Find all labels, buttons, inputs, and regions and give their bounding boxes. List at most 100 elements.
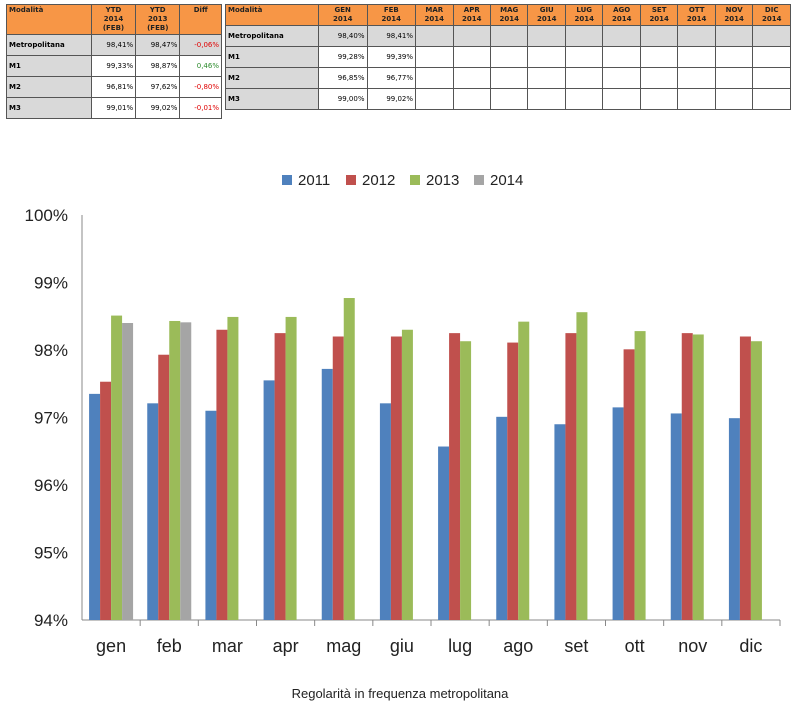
table-cell: 97,62%: [135, 76, 181, 98]
bar-2011-feb: [147, 403, 159, 620]
row-label: M3: [6, 97, 92, 119]
table-cell: 98,41%: [366, 25, 417, 47]
diff-cell: -0,80%: [179, 76, 222, 98]
table-cell: [415, 67, 454, 89]
table-cell: [752, 67, 791, 89]
table-cell: [564, 46, 604, 68]
table-cell: [639, 88, 679, 110]
legend-swatch-2013: [410, 175, 420, 185]
table-header-cell: AGO 2014: [602, 4, 641, 26]
bar-2013-set: [576, 312, 588, 620]
table-cell: 96,81%: [90, 76, 137, 98]
table-cell: [452, 88, 492, 110]
bar-2012-mag: [332, 336, 344, 620]
table-cell: [602, 67, 641, 89]
legend-label-2011: 2011: [298, 172, 330, 189]
table-cell: [677, 25, 716, 47]
monthly-table: Modalità GEN 2014 FEB 2014 MAR 2014 APR 2014 MAG 2…: [225, 4, 791, 110]
table-cell: 99,33%: [90, 55, 137, 77]
y-tick-label: 95%: [34, 544, 68, 563]
table-cell: 99,28%: [317, 46, 368, 68]
x-tick-label: set: [564, 636, 588, 656]
diff-cell: 0,46%: [179, 55, 222, 77]
table-cell: [639, 67, 679, 89]
bar-2011-apr: [263, 380, 275, 620]
table-header-cell: YTD 2014 (FEB): [90, 4, 137, 35]
table-cell: [602, 25, 641, 47]
table-cell: [564, 67, 604, 89]
bar-2011-nov: [670, 413, 682, 620]
bar-2012-nov: [681, 333, 693, 620]
table-cell: 98,47%: [135, 34, 181, 56]
bar-2011-lug: [438, 446, 450, 620]
table-cell: [677, 46, 716, 68]
bar-2014-gen: [122, 323, 134, 620]
table-cell: [415, 88, 454, 110]
table-cell: [527, 46, 566, 68]
table-header-cell: GEN 2014: [317, 4, 368, 26]
x-tick-label: feb: [157, 636, 182, 656]
table-cell: [677, 67, 716, 89]
bar-2013-feb: [169, 320, 181, 620]
table-header-cell: Modalità: [225, 4, 319, 26]
row-label: M3: [225, 88, 319, 110]
legend-label-2012: 2012: [362, 172, 395, 189]
bar-2011-ott: [612, 407, 624, 620]
x-tick-label: apr: [273, 636, 299, 656]
table-cell: [639, 25, 679, 47]
table-cell: [714, 67, 754, 89]
bar-2013-gen: [111, 315, 123, 620]
table-header-cell: Modalità: [6, 4, 92, 35]
table-header-cell: NOV 2014: [714, 4, 754, 26]
y-tick-label: 99%: [34, 274, 68, 293]
table-cell: 99,39%: [366, 46, 417, 68]
table-cell: 96,77%: [366, 67, 417, 89]
bar-2011-dic: [728, 418, 740, 620]
table-row: M2 96,85% 96,77%: [225, 67, 791, 89]
table-header-cell: APR 2014: [452, 4, 492, 26]
table-row: M1 99,33% 98,87% 0,46%: [6, 55, 222, 77]
y-tick-label: 96%: [34, 476, 68, 495]
table-header-cell: YTD 2013 (FEB): [135, 4, 181, 35]
table-header-cell: LUG 2014: [564, 4, 604, 26]
table-cell: [489, 88, 529, 110]
diff-cell: -0,01%: [179, 97, 222, 119]
legend-label-2013: 2013: [426, 172, 459, 189]
bar-2011-set: [554, 424, 566, 620]
row-label: M1: [6, 55, 92, 77]
table-row: Metropolitana 98,40% 98,41%: [225, 25, 791, 47]
bar-2013-apr: [285, 316, 297, 620]
table-cell: [714, 46, 754, 68]
table-cell: [752, 46, 791, 68]
y-tick-label: 94%: [34, 611, 68, 630]
x-tick-label: giu: [390, 636, 414, 656]
table-cell: [527, 25, 566, 47]
x-tick-label: lug: [448, 636, 472, 656]
x-tick-label: ago: [503, 636, 533, 656]
table-cell: 99,00%: [317, 88, 368, 110]
table-cell: 99,02%: [366, 88, 417, 110]
chart-caption: Regolarità in frequenza metropolitana: [291, 686, 509, 701]
bar-2012-feb: [158, 354, 170, 620]
table-cell: [714, 88, 754, 110]
x-tick-label: dic: [739, 636, 762, 656]
table-cell: [489, 67, 529, 89]
table-cell: [639, 46, 679, 68]
table-header-cell: MAR 2014: [415, 4, 454, 26]
table-cell: [452, 67, 492, 89]
bar-2013-nov: [692, 334, 704, 620]
table-cell: [677, 88, 716, 110]
bar-2012-ott: [623, 349, 635, 620]
row-label: Metropolitana: [225, 25, 319, 47]
table-cell: 96,85%: [317, 67, 368, 89]
bar-2012-gen: [100, 381, 112, 620]
table-row: M3 99,00% 99,02%: [225, 88, 791, 110]
table-row: M1 99,28% 99,39%: [225, 46, 791, 68]
ytd-table: Modalità YTD 2014 (FEB) YTD 2013 (FEB) Diff Met…: [6, 4, 222, 119]
bar-2011-mag: [321, 368, 333, 620]
table-cell: [564, 25, 604, 47]
legend-swatch-2011: [282, 175, 292, 185]
table-cell: 98,87%: [135, 55, 181, 77]
table-cell: [527, 67, 566, 89]
table-header-cell: OTT 2014: [677, 4, 716, 26]
